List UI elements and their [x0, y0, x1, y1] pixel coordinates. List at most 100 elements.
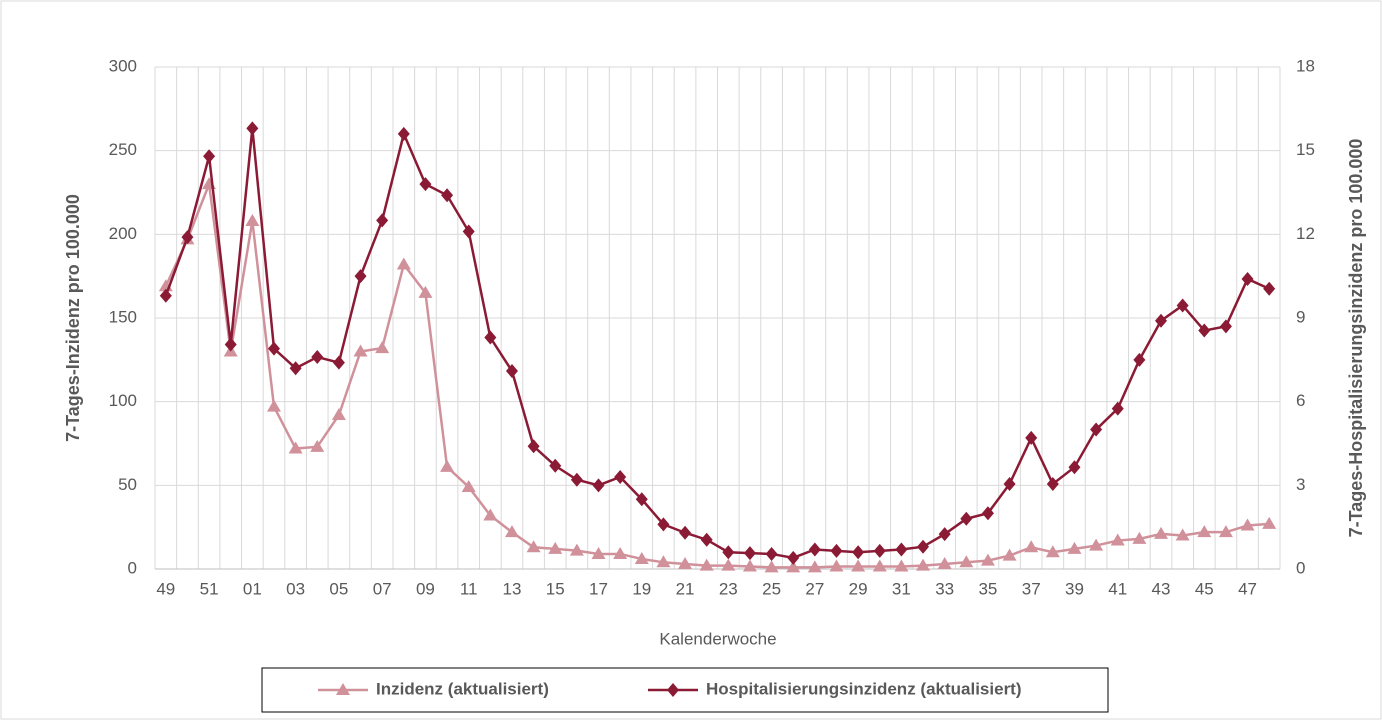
data-point	[526, 540, 541, 553]
data-point	[527, 439, 540, 454]
data-point	[765, 546, 778, 561]
data-point	[679, 525, 692, 540]
data-point	[742, 559, 757, 572]
data-point	[1024, 540, 1039, 553]
y-tick-label: 150	[109, 307, 137, 326]
data-point	[764, 560, 779, 573]
data-point	[591, 546, 606, 559]
data-point	[1025, 430, 1038, 445]
series-line	[164, 183, 1270, 569]
data-point	[656, 555, 671, 568]
data-point	[267, 341, 280, 356]
data-point	[1132, 531, 1147, 544]
data-point	[938, 527, 951, 542]
data-point	[1240, 518, 1255, 531]
x-tick-label: 23	[719, 579, 738, 598]
data-point	[289, 361, 302, 376]
data-point	[743, 546, 756, 561]
y-tick-label: 0	[128, 558, 137, 577]
x-tick-label: 47	[1238, 579, 1257, 598]
y2-tick-label: 15	[1296, 140, 1315, 159]
data-point	[937, 556, 952, 569]
data-point	[786, 560, 801, 573]
x-tick-label: 31	[892, 579, 911, 598]
data-point	[483, 508, 498, 521]
y-axis-title: 7-Tages-Inzidenz pro 100.000	[63, 194, 83, 442]
data-point	[1175, 528, 1190, 541]
data-point	[787, 550, 800, 565]
data-point	[1003, 476, 1016, 491]
y-tick-label: 100	[109, 391, 137, 410]
x-tick-label: 27	[805, 579, 824, 598]
data-point	[1198, 323, 1211, 338]
data-point	[699, 558, 714, 571]
data-point	[1218, 525, 1233, 538]
y-tick-label: 300	[109, 56, 137, 75]
data-point	[1046, 476, 1059, 491]
data-point	[375, 341, 390, 354]
data-point	[159, 288, 172, 303]
data-point	[852, 545, 865, 560]
series-line	[164, 128, 1270, 560]
data-point	[873, 543, 886, 558]
data-point	[1241, 271, 1254, 286]
data-point	[181, 230, 194, 245]
data-point	[830, 543, 843, 558]
data-point	[1154, 526, 1169, 539]
data-point	[311, 350, 324, 365]
data-point	[1002, 548, 1017, 561]
data-point	[960, 511, 973, 526]
data-point	[959, 555, 974, 568]
x-tick-label: 29	[849, 579, 868, 598]
y2-tick-label: 9	[1296, 307, 1305, 326]
data-point	[396, 257, 411, 270]
data-point	[895, 542, 908, 557]
data-point	[894, 559, 909, 572]
data-point	[461, 480, 476, 493]
data-point	[1263, 281, 1276, 296]
data-point	[700, 532, 713, 547]
data-point	[1133, 352, 1146, 367]
data-point	[980, 553, 995, 566]
x-tick-label: 19	[632, 579, 651, 598]
data-point	[722, 545, 735, 560]
x-tick-label: 09	[416, 579, 435, 598]
x-tick-label: 15	[546, 579, 565, 598]
y-tick-label: 200	[109, 224, 137, 243]
data-point	[1262, 516, 1277, 529]
data-point	[245, 213, 260, 226]
data-point	[548, 541, 563, 554]
x-tick-label: 13	[503, 579, 522, 598]
data-point	[1111, 401, 1124, 416]
x-tick-label: 03	[286, 579, 305, 598]
x-axis-title: Kalenderwoche	[659, 629, 776, 648]
data-point	[807, 560, 822, 573]
data-point	[569, 543, 584, 556]
data-point	[1110, 533, 1125, 546]
data-point	[614, 469, 627, 484]
y2-tick-label: 6	[1296, 391, 1305, 410]
data-point	[203, 149, 216, 164]
y-tick-label: 50	[118, 475, 137, 494]
x-tick-label: 43	[1152, 579, 1171, 598]
data-point	[332, 355, 345, 370]
data-point	[1090, 422, 1103, 437]
x-tick-label: 25	[762, 579, 781, 598]
data-point	[570, 472, 583, 487]
data-point	[549, 458, 562, 473]
data-point	[310, 439, 325, 452]
data-point	[484, 330, 497, 345]
x-tick-label: 21	[676, 579, 695, 598]
data-point	[397, 126, 410, 141]
y2-axis-title: 7-Tages-Hospitalisierungsinzidenz pro 10…	[1346, 139, 1366, 538]
x-tick-label: 11	[460, 579, 478, 598]
legend-marker	[336, 683, 350, 695]
y2-tick-label: 0	[1296, 558, 1305, 577]
x-tick-label: 51	[200, 579, 219, 598]
data-point	[657, 517, 670, 532]
legend-label: Hospitalisierungsinzidenz (aktualisiert)	[706, 679, 1022, 698]
x-tick-label: 17	[589, 579, 608, 598]
x-tick-label: 49	[156, 579, 175, 598]
data-point	[1045, 545, 1060, 558]
data-point	[613, 546, 628, 559]
